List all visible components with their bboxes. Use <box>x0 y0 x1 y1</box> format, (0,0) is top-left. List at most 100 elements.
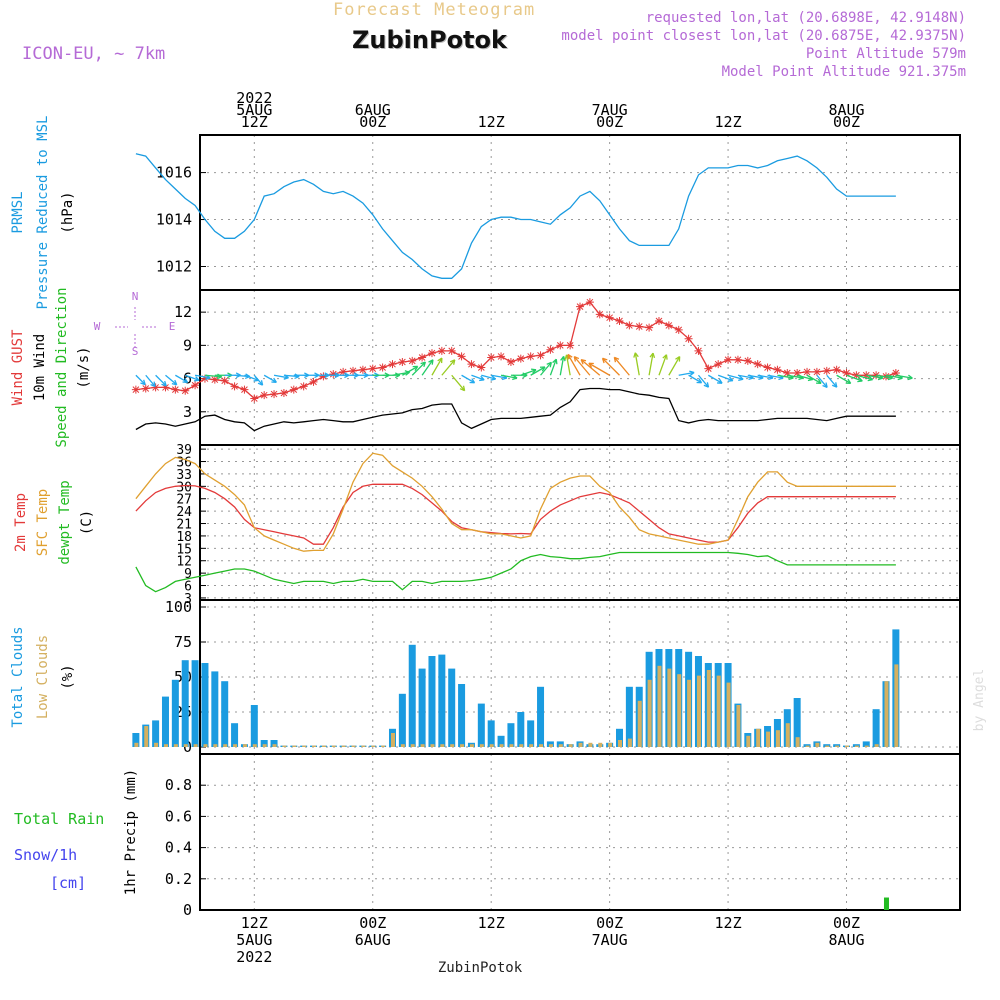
bottom-time-label: 00Z <box>596 914 623 932</box>
y-tick-label: 1014 <box>156 211 192 229</box>
series-line-10m-wind <box>135 387 896 432</box>
wind-arrow-head <box>573 356 580 362</box>
gust-marker <box>832 365 841 374</box>
wind-arrow-head <box>412 365 419 371</box>
wind-arrow-head <box>490 375 496 381</box>
top-time-label: 7AUG <box>592 101 628 119</box>
legend-total-rain: Total Rain <box>14 810 104 828</box>
wind-arrow <box>451 374 466 392</box>
bottom-time-label: 5AUG <box>236 931 272 949</box>
low-clouds-bar <box>687 679 692 747</box>
y-tick-label: 30 <box>176 480 192 495</box>
low-clouds-bar <box>440 744 445 747</box>
low-clouds-bar <box>351 745 356 747</box>
total-clouds-bar <box>527 720 535 747</box>
wind-arrow <box>588 362 610 376</box>
series-line-prmsl <box>135 153 896 279</box>
wind-arrow <box>846 374 863 382</box>
y-tick-label: 12 <box>174 303 192 321</box>
low-clouds-bar <box>469 744 474 747</box>
wind-arrow-head <box>271 377 277 383</box>
gust-marker <box>605 313 614 322</box>
wind-arrow-head <box>530 368 537 374</box>
series-line-dewpt-temp <box>135 551 896 593</box>
low-clouds-bar <box>647 679 652 747</box>
top-time-label: 2022 <box>236 89 272 107</box>
gust-marker <box>773 365 782 374</box>
wind-arrow-head <box>560 355 566 362</box>
top-time-label: 12Z <box>478 113 505 131</box>
wind-arrow <box>697 374 709 388</box>
total-clouds-bar <box>132 733 140 747</box>
low-clouds-bar <box>696 675 701 747</box>
wind-arrow <box>135 374 146 386</box>
wind-arrow <box>708 374 723 384</box>
wind-arrow <box>165 374 178 386</box>
gust-marker <box>279 388 288 397</box>
low-clouds-bar <box>292 745 297 747</box>
y-tick-label: 36 <box>176 456 192 471</box>
y-tick-label: 39 <box>176 443 192 458</box>
gust-marker <box>526 352 535 361</box>
low-clouds-bar <box>193 744 198 747</box>
model-label: ICON-EU, ~ 7km <box>22 44 166 64</box>
gust-marker <box>783 369 792 378</box>
gust-marker <box>763 363 772 372</box>
wind-arrow <box>565 354 571 376</box>
gust-marker <box>793 369 802 378</box>
wind-arrow <box>204 374 222 378</box>
compass-n: N <box>132 290 139 303</box>
low-clouds-bar <box>558 744 563 747</box>
wind-arrow-head <box>182 377 189 383</box>
gust-marker <box>467 360 476 369</box>
gust-marker <box>289 385 298 394</box>
low-clouds-bar <box>627 738 632 747</box>
low-clouds-bar <box>884 681 889 747</box>
total-clouds-bar <box>517 712 525 747</box>
wind-arrow <box>421 359 434 376</box>
wind-arrow <box>856 374 873 381</box>
y-axis-label: (m/s) <box>76 346 92 388</box>
low-clouds-bar <box>529 744 534 747</box>
low-clouds-bar <box>815 742 820 747</box>
low-clouds-bar <box>637 700 642 747</box>
total-clouds-bar <box>171 679 179 747</box>
low-clouds-bar <box>775 730 780 747</box>
wind-arrow <box>540 361 552 376</box>
low-clouds-bar <box>213 744 218 747</box>
gust-marker <box>891 369 900 378</box>
wind-arrow-head <box>907 374 913 381</box>
wind-arrow <box>175 374 188 383</box>
low-clouds-bar <box>173 744 178 747</box>
closest-model-point: model point closest lon,lat (20.6875E, 4… <box>561 28 966 44</box>
low-clouds-bar <box>144 726 149 747</box>
low-clouds-bar <box>499 744 504 747</box>
wind-arrow <box>717 374 734 382</box>
wind-arrow-head <box>822 382 828 389</box>
gust-marker <box>625 321 634 330</box>
total-clouds-bar <box>221 681 229 747</box>
total-clouds-bar <box>448 668 456 747</box>
low-clouds-bar <box>825 745 830 747</box>
low-clouds-bar <box>272 744 277 747</box>
credit-label: by Angel <box>972 669 987 732</box>
gust-marker <box>635 322 644 331</box>
wind-arrow-head <box>588 362 594 368</box>
low-clouds-bar <box>262 744 267 747</box>
rain-bar <box>883 897 889 910</box>
gust-marker <box>822 366 831 375</box>
wind-arrow <box>441 359 456 376</box>
gust-marker <box>349 366 358 375</box>
wind-arrow <box>634 352 640 376</box>
low-clouds-bar <box>795 737 800 747</box>
wind-arrow <box>491 374 507 379</box>
wind-arrow <box>826 374 838 388</box>
gust-marker <box>536 351 545 360</box>
wind-arrow <box>580 359 601 376</box>
wind-arrow <box>806 374 822 384</box>
footer-station: ZubinPotok <box>438 960 523 976</box>
panel-frame-wind <box>199 289 961 446</box>
y-axis-label: (C) <box>79 510 95 535</box>
low-clouds-bar <box>410 744 415 747</box>
station-name: ZubinPotok <box>352 26 507 54</box>
